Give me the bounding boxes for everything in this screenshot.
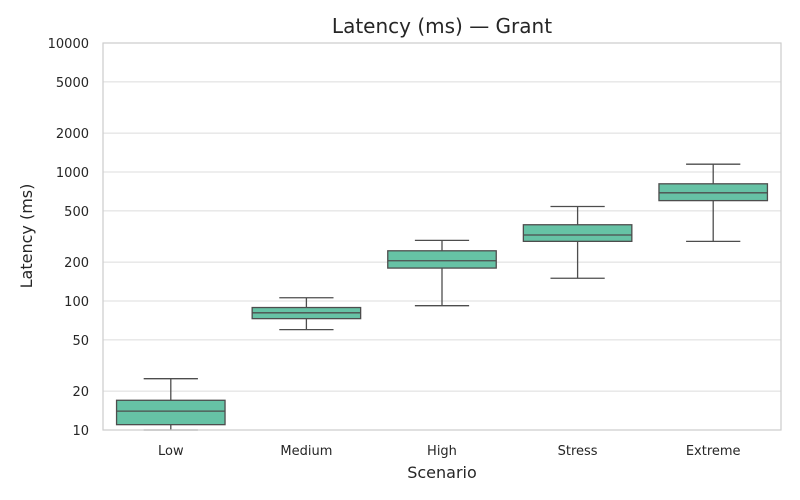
y-tick-label: 20 (72, 385, 89, 400)
box-extreme (658, 163, 769, 243)
box-low (115, 378, 226, 431)
box-medium (251, 297, 362, 331)
y-tick-label: 200 (64, 256, 89, 271)
box-stress (522, 205, 633, 279)
y-axis-title: Latency (ms) (17, 184, 36, 289)
iqr-box (115, 399, 226, 426)
y-tick-labels: 10 20 50 100 200 500 1000 2000 5000 10000 (48, 37, 89, 439)
chart-title: Latency (ms) — Grant (332, 14, 552, 38)
y-tick-label: 2000 (56, 127, 89, 142)
x-tick-label: Extreme (686, 444, 741, 459)
x-tick-label: Low (158, 444, 184, 459)
y-tick-label: 1000 (56, 166, 89, 181)
x-axis-title: Scenario (407, 463, 477, 482)
y-tick-label: 500 (64, 205, 89, 220)
y-tick-label: 10 (72, 424, 89, 439)
iqr-box (522, 224, 633, 243)
y-tick-label: 10000 (48, 37, 89, 52)
box-layer (115, 163, 769, 431)
iqr-box (387, 250, 497, 269)
y-tick-label: 5000 (56, 76, 89, 91)
x-tick-label: High (427, 444, 457, 459)
y-tick-label: 50 (72, 334, 89, 349)
x-tick-label: Medium (280, 444, 332, 459)
grid-layer (103, 42, 781, 431)
plot-frame (102, 42, 782, 431)
box-high (387, 239, 497, 307)
y-tick-label: 100 (64, 295, 89, 310)
x-tick-label: Stress (558, 444, 598, 459)
x-tick-labels: Low Medium High Stress Extreme (158, 444, 741, 459)
